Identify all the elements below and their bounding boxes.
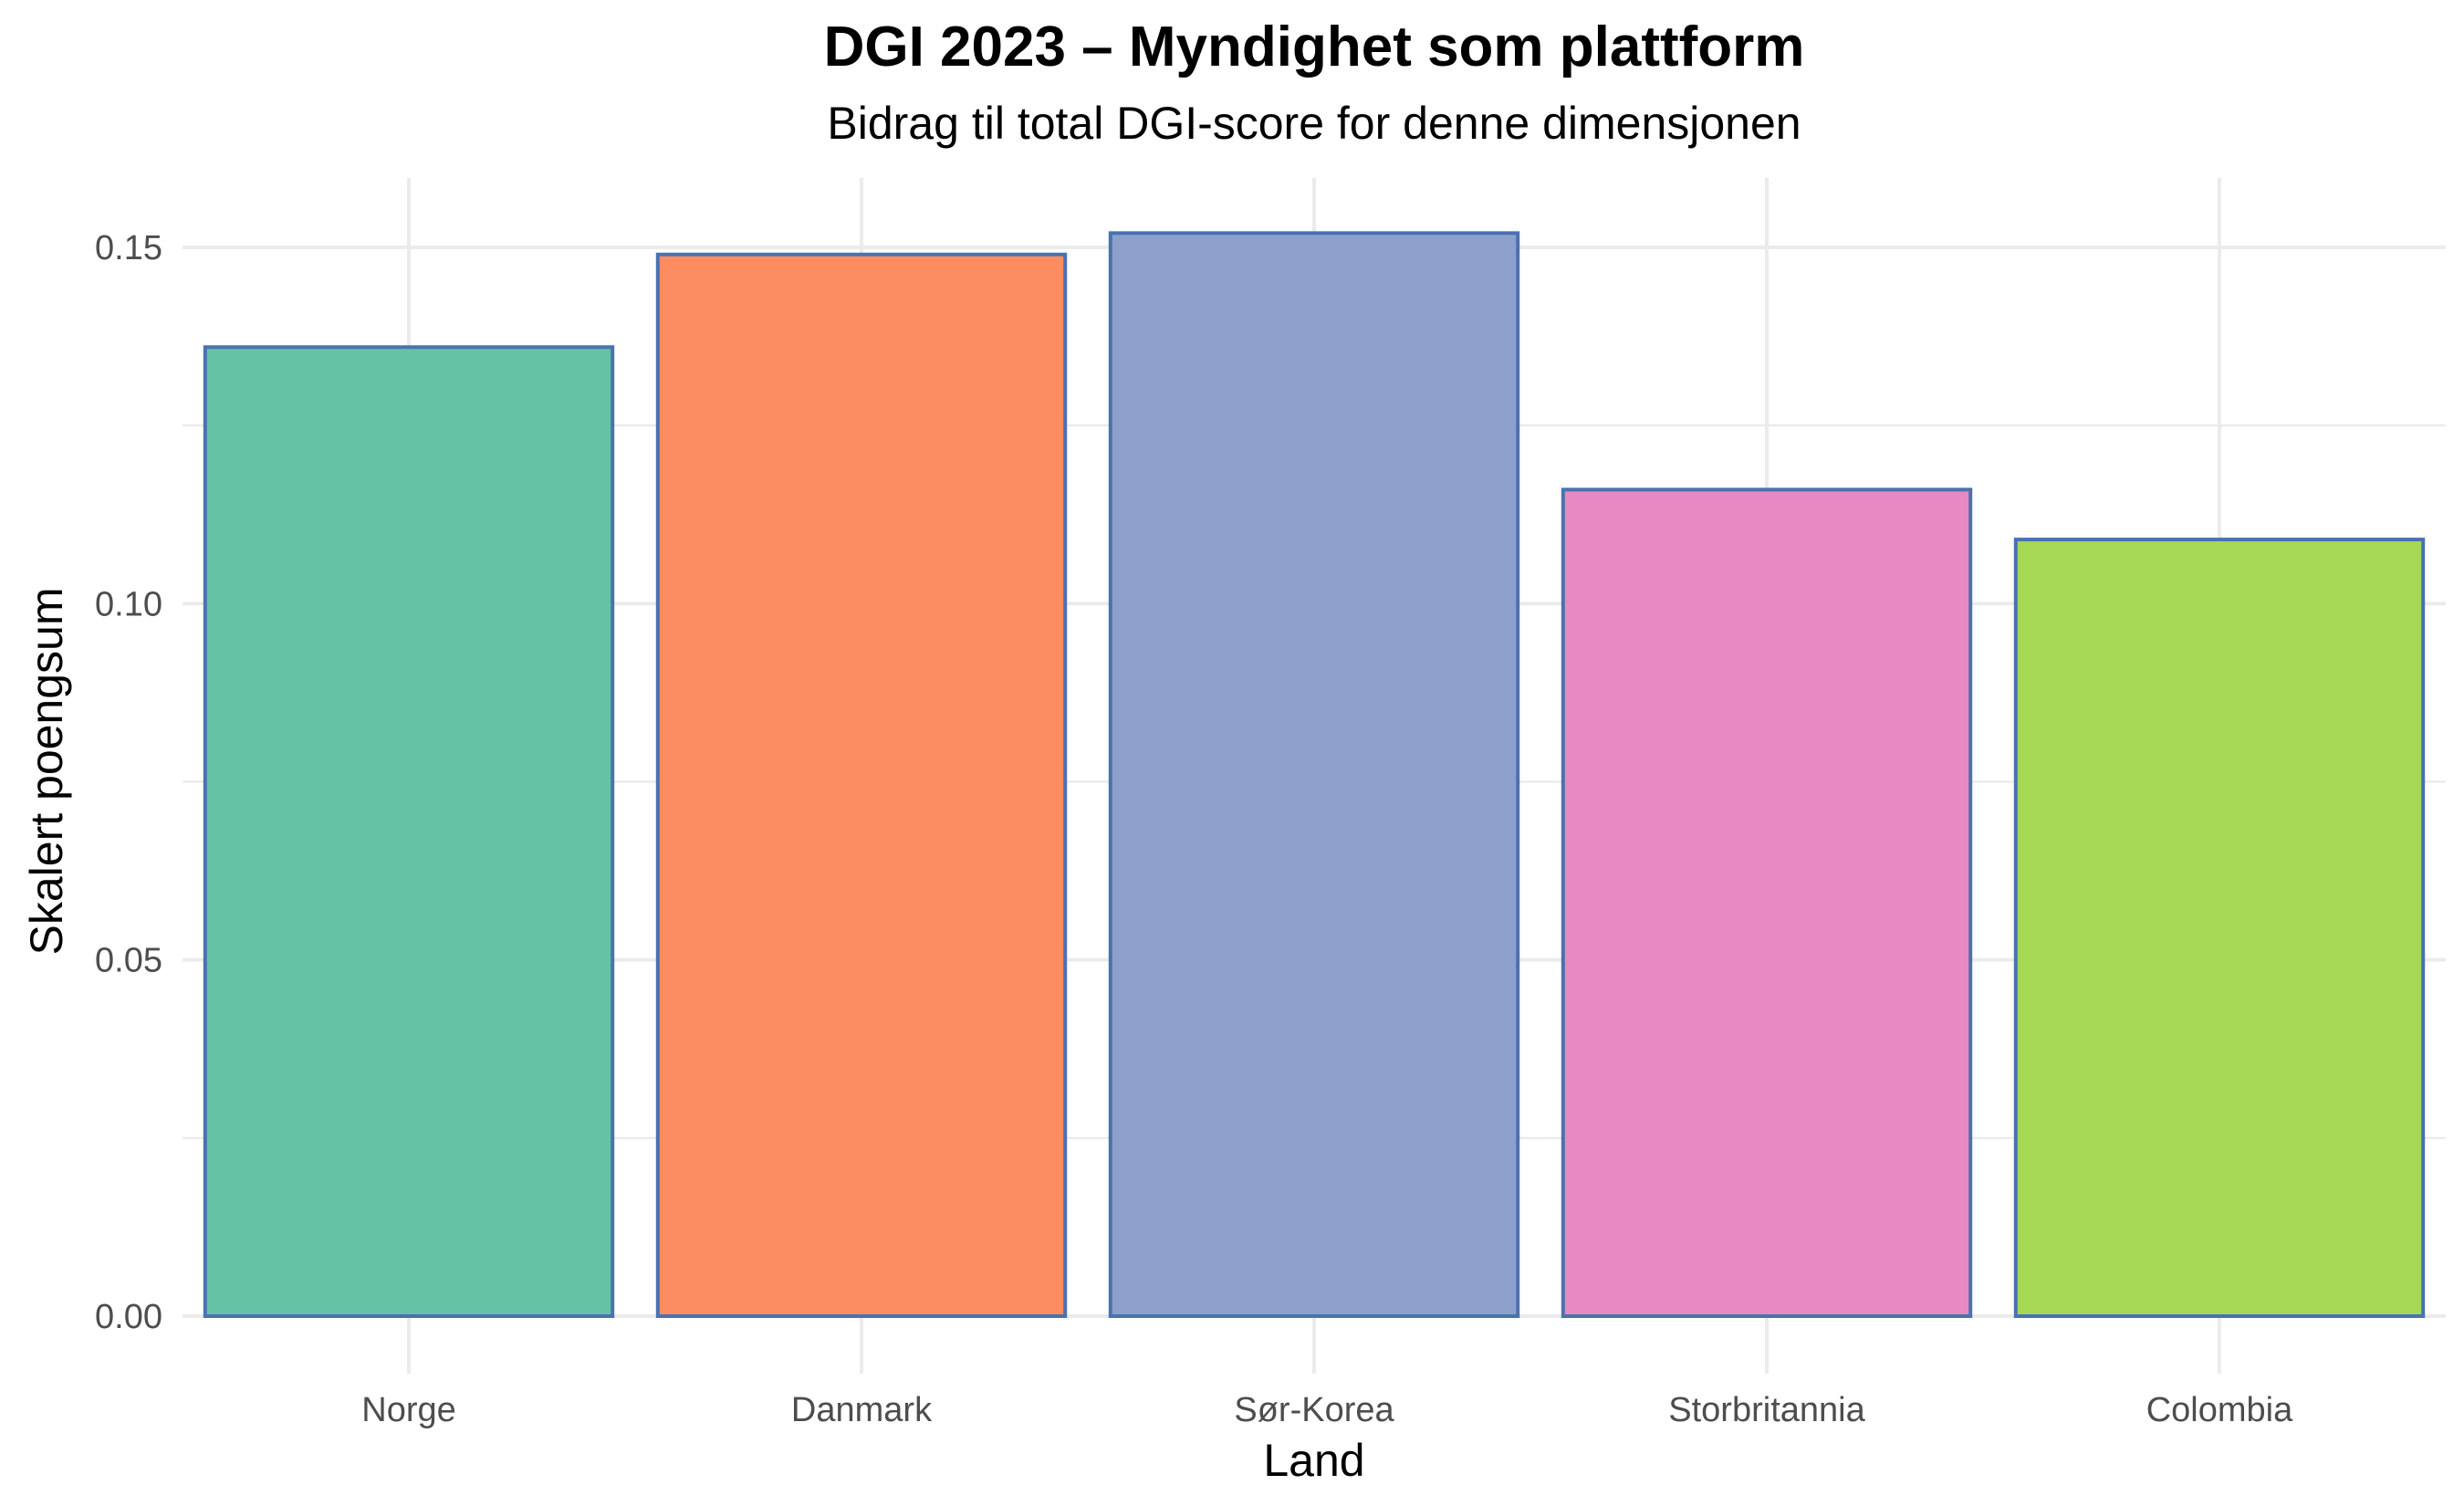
bar-norge (203, 345, 615, 1318)
bar-storbritannia (1561, 487, 1973, 1318)
x-axis-title: Land (1263, 1435, 1364, 1486)
x-tick-label: Sør-Korea (1234, 1391, 1394, 1429)
y-tick-label: 0.05 (95, 942, 162, 980)
y-tick-label: 0.10 (95, 585, 162, 623)
y-tick-label: 0.00 (95, 1298, 162, 1336)
bar-colombia (2013, 538, 2426, 1318)
chart-subtitle: Bidrag til total DGI-score for denne dim… (827, 98, 1801, 149)
bar-danmark (655, 252, 1068, 1319)
x-tick-label: Norge (361, 1391, 456, 1429)
x-axis-ticks: Norge Danmark Sør-Korea Storbritannia Colomb… (361, 1391, 2293, 1429)
chart-title: DGI 2023 – Myndighet som plattform (824, 16, 1805, 78)
bar-s-r-korea (1108, 231, 1520, 1318)
bars (203, 231, 2426, 1319)
y-axis-title: Skalert poengsum (21, 587, 72, 955)
x-tick-label: Storbritannia (1668, 1391, 1865, 1429)
y-tick-label: 0.15 (95, 229, 162, 267)
x-tick-label: Colombia (2146, 1391, 2293, 1429)
x-tick-label: Danmark (791, 1391, 933, 1429)
y-axis-ticks: 0.00 0.05 0.10 0.15 (95, 229, 162, 1336)
